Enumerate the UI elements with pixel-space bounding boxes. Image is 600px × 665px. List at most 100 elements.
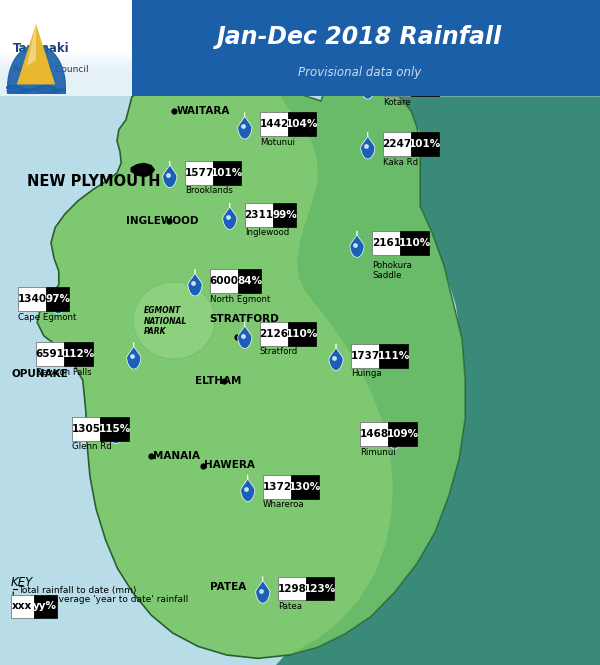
- Bar: [0, 65, 132, 96]
- Text: 104%: 104%: [286, 119, 319, 130]
- Text: WAITARA: WAITARA: [177, 106, 230, 116]
- FancyBboxPatch shape: [213, 161, 241, 185]
- FancyBboxPatch shape: [210, 269, 238, 293]
- Bar: [0, 92, 132, 96]
- Text: 101%: 101%: [211, 168, 244, 178]
- Text: STRATFORD: STRATFORD: [209, 314, 278, 325]
- FancyBboxPatch shape: [36, 342, 64, 366]
- Polygon shape: [329, 344, 343, 370]
- Text: 84%: 84%: [237, 276, 262, 287]
- Bar: [0, 53, 132, 96]
- FancyBboxPatch shape: [360, 422, 388, 446]
- Text: 1372: 1372: [262, 481, 292, 492]
- Text: 1577: 1577: [184, 168, 214, 178]
- Text: Stratford: Stratford: [260, 347, 298, 356]
- Text: OPUNAKE: OPUNAKE: [12, 368, 69, 379]
- Polygon shape: [127, 342, 141, 369]
- Bar: [0, 85, 132, 96]
- FancyBboxPatch shape: [238, 269, 262, 293]
- Text: 106%: 106%: [409, 79, 442, 90]
- Text: HAWERA: HAWERA: [204, 460, 255, 471]
- Bar: [0, 74, 132, 96]
- Text: 97%: 97%: [46, 294, 70, 305]
- Text: NEW PLYMOUTH: NEW PLYMOUTH: [27, 174, 161, 189]
- Polygon shape: [241, 475, 255, 501]
- Text: Jan-Dec 2018 Rainfall: Jan-Dec 2018 Rainfall: [217, 25, 503, 49]
- Bar: [0, 0, 132, 96]
- FancyBboxPatch shape: [379, 344, 407, 368]
- Text: 110%: 110%: [286, 329, 319, 339]
- FancyBboxPatch shape: [383, 132, 411, 156]
- Polygon shape: [37, 66, 465, 658]
- Text: 123%: 123%: [304, 583, 337, 594]
- Text: Cape Egmont: Cape Egmont: [18, 313, 76, 322]
- FancyBboxPatch shape: [34, 595, 57, 618]
- Polygon shape: [238, 322, 252, 348]
- Text: Kaka Rd: Kaka Rd: [383, 158, 418, 167]
- Bar: [0, 76, 132, 96]
- Bar: [0, 80, 132, 96]
- Polygon shape: [131, 163, 155, 177]
- Text: 6000: 6000: [209, 276, 239, 287]
- Bar: [0, 96, 600, 665]
- Polygon shape: [223, 203, 237, 229]
- Text: EGMONT
NATIONAL
PARK: EGMONT NATIONAL PARK: [144, 307, 187, 336]
- Text: Taranaki: Taranaki: [13, 42, 70, 55]
- Text: 99%: 99%: [272, 209, 297, 220]
- Text: Brooklands: Brooklands: [185, 186, 233, 196]
- Polygon shape: [256, 577, 270, 603]
- Polygon shape: [238, 112, 252, 139]
- Polygon shape: [361, 72, 375, 99]
- Text: 2269: 2269: [383, 79, 412, 90]
- Text: INGLEWOOD: INGLEWOOD: [126, 215, 199, 226]
- Text: 2161: 2161: [371, 237, 401, 248]
- Text: Whareroa: Whareroa: [263, 500, 304, 509]
- Text: 2126: 2126: [259, 329, 289, 339]
- Text: MANAIA: MANAIA: [153, 450, 200, 461]
- FancyBboxPatch shape: [288, 112, 316, 136]
- FancyBboxPatch shape: [291, 475, 319, 499]
- Text: Dawson Falls: Dawson Falls: [36, 368, 92, 377]
- FancyBboxPatch shape: [372, 231, 400, 255]
- Text: 1737: 1737: [350, 350, 380, 361]
- Polygon shape: [350, 231, 364, 257]
- FancyBboxPatch shape: [388, 422, 416, 446]
- Text: 1468: 1468: [359, 429, 389, 440]
- Text: Regional Council: Regional Council: [13, 65, 89, 74]
- FancyBboxPatch shape: [100, 417, 128, 441]
- Polygon shape: [163, 161, 177, 188]
- FancyBboxPatch shape: [411, 132, 439, 156]
- Bar: [0, 94, 132, 96]
- Text: 109%: 109%: [386, 429, 419, 440]
- Bar: [0, 55, 132, 96]
- Polygon shape: [51, 287, 65, 314]
- FancyBboxPatch shape: [64, 342, 92, 366]
- Bar: [0, 0, 600, 96]
- Text: xxx: xxx: [12, 601, 32, 612]
- Polygon shape: [133, 282, 215, 359]
- FancyBboxPatch shape: [411, 72, 439, 96]
- Bar: [0, 60, 132, 96]
- FancyBboxPatch shape: [383, 72, 411, 96]
- Text: ELTHAM: ELTHAM: [195, 376, 241, 386]
- Bar: [0, 90, 132, 96]
- Text: Glenn Rd: Glenn Rd: [72, 442, 112, 452]
- Text: 112%: 112%: [62, 349, 95, 360]
- Bar: [0, 71, 132, 96]
- Polygon shape: [276, 66, 600, 665]
- Text: Provisional data only: Provisional data only: [298, 66, 422, 79]
- FancyBboxPatch shape: [260, 322, 288, 346]
- FancyBboxPatch shape: [245, 203, 273, 227]
- Polygon shape: [27, 24, 36, 65]
- Text: Huinga: Huinga: [351, 369, 382, 378]
- Text: 1340: 1340: [17, 294, 47, 305]
- Text: 6591: 6591: [36, 349, 65, 360]
- Text: 2247: 2247: [382, 139, 412, 150]
- Text: Motunui: Motunui: [260, 138, 295, 147]
- Text: 101%: 101%: [409, 139, 442, 150]
- Polygon shape: [109, 417, 123, 444]
- FancyBboxPatch shape: [273, 203, 296, 227]
- Text: 1298: 1298: [278, 583, 307, 594]
- Text: 115%: 115%: [98, 424, 131, 434]
- Text: Total rainfall to date (mm): Total rainfall to date (mm): [18, 586, 136, 595]
